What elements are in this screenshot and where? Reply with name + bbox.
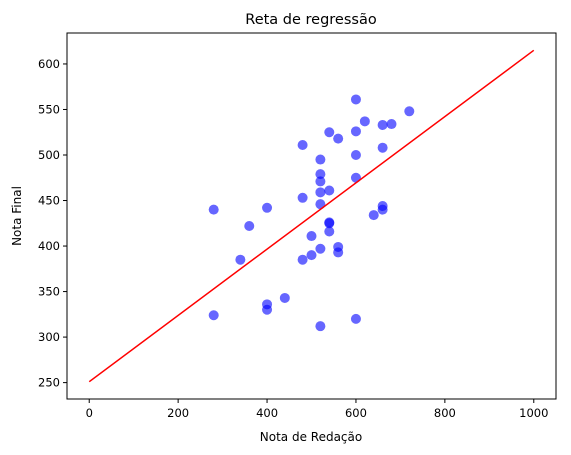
- data-point: [404, 106, 415, 117]
- data-point: [350, 172, 361, 183]
- data-point: [297, 254, 308, 265]
- y-axis: 250 300 350 400 450 500 550 600: [38, 57, 67, 390]
- data-point: [350, 94, 361, 105]
- data-point: [350, 150, 361, 160]
- data-point: [235, 254, 246, 265]
- data-point: [306, 250, 317, 261]
- data-point: [324, 185, 335, 196]
- data-point: [377, 142, 388, 153]
- data-point: [208, 204, 219, 215]
- data-point: [315, 187, 326, 198]
- data-point: [315, 169, 326, 180]
- data-point: [306, 231, 317, 242]
- data-point: [297, 139, 308, 150]
- data-point: [324, 127, 335, 138]
- data-point: [315, 321, 326, 332]
- y-tick-label: 600: [38, 57, 60, 71]
- data-point: [350, 313, 361, 324]
- y-tick-label: 550: [38, 102, 60, 116]
- x-tick-label: 200: [167, 406, 189, 420]
- data-point: [208, 310, 219, 321]
- data-point: [297, 192, 308, 203]
- data-point: [333, 247, 344, 258]
- data-point: [377, 204, 388, 215]
- data-point: [315, 176, 326, 187]
- x-tick-label: 1000: [519, 406, 548, 420]
- x-tick-label: 0: [86, 406, 93, 420]
- y-tick-label: 450: [38, 194, 60, 208]
- data-point: [359, 116, 370, 127]
- x-tick-label: 800: [434, 406, 456, 420]
- y-tick-label: 500: [38, 148, 60, 162]
- x-axis: 0 200 400 600 800 1000: [86, 399, 548, 420]
- data-point: [324, 218, 335, 229]
- data-point: [279, 292, 290, 303]
- axes-frame: [66, 32, 557, 400]
- x-tick-label: 400: [256, 406, 278, 420]
- x-axis-label: Nota de Redação: [260, 430, 362, 444]
- regression-line: [88, 49, 535, 383]
- data-point: [262, 304, 273, 315]
- y-axis-label: Nota Final: [10, 186, 24, 246]
- y-tick-label: 300: [38, 330, 60, 344]
- plot-area: [88, 49, 535, 383]
- data-point: [333, 133, 344, 144]
- data-point: [324, 226, 335, 237]
- data-point: [350, 126, 361, 137]
- data-point: [315, 243, 326, 254]
- y-tick-label: 250: [38, 376, 60, 390]
- data-point: [377, 119, 388, 130]
- x-tick-label: 600: [345, 406, 367, 420]
- data-point: [386, 119, 397, 130]
- data-point: [315, 154, 326, 165]
- data-point: [262, 202, 273, 213]
- data-point: [368, 210, 379, 221]
- y-tick-label: 400: [38, 239, 60, 253]
- chart-title: Reta de regressão: [245, 12, 377, 28]
- data-point: [244, 221, 255, 232]
- y-tick-label: 350: [38, 285, 60, 299]
